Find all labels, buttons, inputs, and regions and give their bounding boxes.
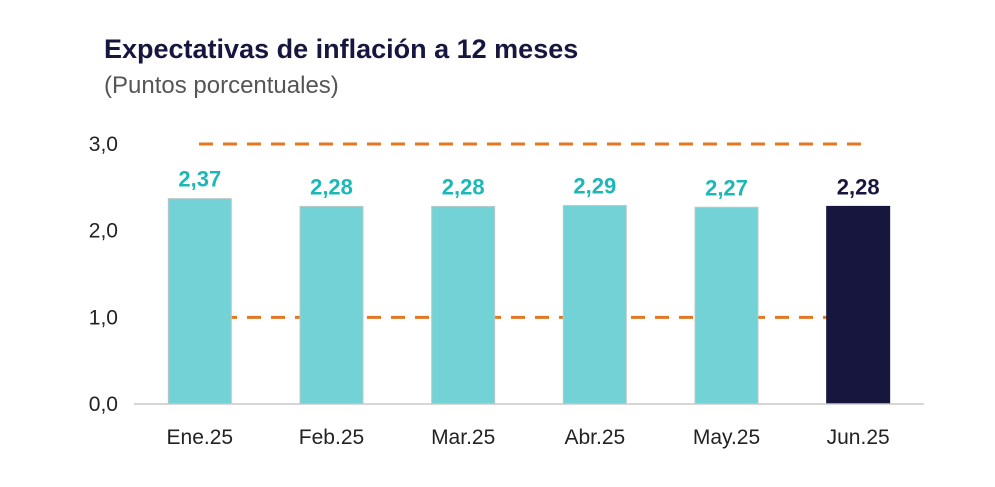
y-tick-label: 0,0 [89, 393, 118, 416]
x-tick-label: Feb.25 [299, 426, 364, 449]
chart-title: Expectativas de inflación a 12 meses [104, 34, 579, 64]
x-axis-labels: Ene.25 Feb.25 Mar.25 Abr.25 May.25 Jun.25 [167, 426, 890, 449]
reference-lines [199, 142, 862, 319]
bar-jun-25 [826, 205, 891, 405]
data-label: 2,28 [442, 174, 485, 199]
y-tick-label: 1,0 [89, 306, 118, 329]
x-tick-label: Abr.25 [564, 426, 625, 449]
y-axis-ticks: 0,0 1,0 2,0 3,0 [89, 133, 118, 416]
bar-may-25 [694, 206, 759, 405]
x-tick-label: Ene.25 [167, 426, 234, 449]
data-label: 2,28 [310, 174, 353, 199]
bar-mar-25 [431, 205, 496, 405]
y-tick-label: 2,0 [89, 220, 118, 243]
x-tick-label: May.25 [693, 426, 760, 449]
y-tick-label: 3,0 [89, 133, 118, 156]
data-labels: 2,37 2,28 2,28 2,29 2,27 2,28 [178, 167, 879, 201]
data-label: 2,37 [178, 167, 221, 192]
data-label: 2,27 [705, 175, 748, 200]
bars [167, 198, 891, 405]
bar-abr-25 [562, 205, 627, 405]
bar-feb-25 [299, 205, 364, 405]
x-tick-label: Mar.25 [431, 426, 495, 449]
x-tick-label: Jun.25 [827, 426, 890, 449]
bar-ene-25 [167, 198, 232, 405]
chart-subtitle: (Puntos porcentuales) [104, 72, 339, 99]
data-label: 2,29 [573, 174, 616, 199]
data-label: 2,28 [837, 174, 880, 199]
